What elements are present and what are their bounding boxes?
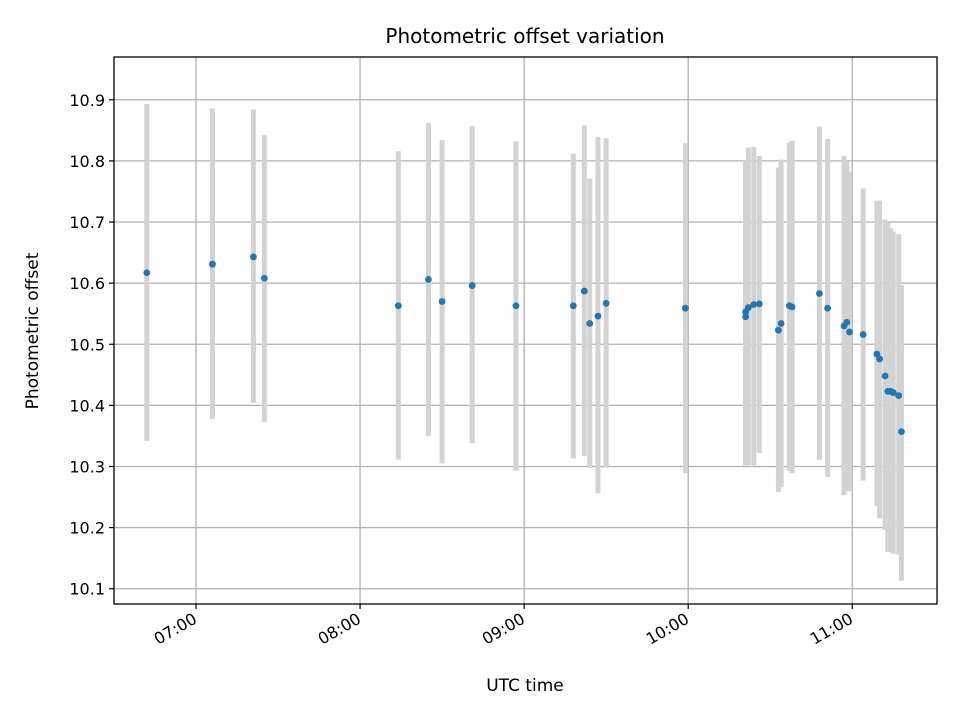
data-point [843,318,851,326]
data-point [682,304,689,312]
y-tick-label: 10.8 [69,152,105,171]
y-tick-label: 10.6 [69,274,105,293]
data-point [586,320,594,327]
data-point [895,392,903,399]
y-axis-label: Photometric offset [23,252,43,409]
data-points [143,253,905,436]
data-point [580,287,588,295]
data-point [775,326,782,334]
y-tick-label: 10.5 [69,335,105,354]
x-tick-label: 07:00 [151,609,200,649]
x-tick-label: 09:00 [479,609,528,649]
y-tick-label: 10.3 [69,457,105,476]
data-point [468,282,476,289]
data-point [425,276,432,283]
data-point [602,299,610,307]
data-point [143,269,151,277]
data-point [824,304,832,312]
data-point [898,428,905,436]
data-point [260,274,268,282]
y-tick-label: 10.2 [69,519,105,538]
x-tick-label: 10:00 [643,609,692,649]
x-tick-label: 08:00 [315,609,364,649]
y-tick-label: 10.1 [69,580,105,599]
data-point [438,298,446,305]
data-point [209,260,216,268]
data-point [876,355,883,363]
data-point [250,253,257,261]
data-point [777,320,785,327]
y-axis-ticks: 10.1 10.2 10.3 10.4 10.5 10.6 10.7 10.8 10.9 [69,91,114,599]
data-point [889,389,897,396]
grid-lines [114,57,937,604]
data-point [512,302,520,310]
data-point [594,312,602,320]
y-tick-label: 10.9 [69,91,105,110]
x-tick-label: 11:00 [807,609,856,649]
data-point [859,331,867,338]
y-tick-label: 10.7 [69,213,105,232]
data-point [788,303,796,311]
x-axis-ticks: 07:00 08:00 09:00 10:00 11:00 [151,604,856,649]
data-point [569,302,577,310]
data-point [742,313,750,321]
x-axis-label: UTC time [486,676,564,696]
data-point [394,302,402,310]
y-tick-label: 10.4 [69,396,105,415]
plot-frame [113,56,938,605]
data-point [816,290,823,297]
data-point [846,328,853,336]
data-point [881,372,889,380]
chart-title: Photometric offset variation [385,24,664,48]
data-point [750,301,758,308]
data-point [744,304,752,311]
data-point [755,300,763,308]
